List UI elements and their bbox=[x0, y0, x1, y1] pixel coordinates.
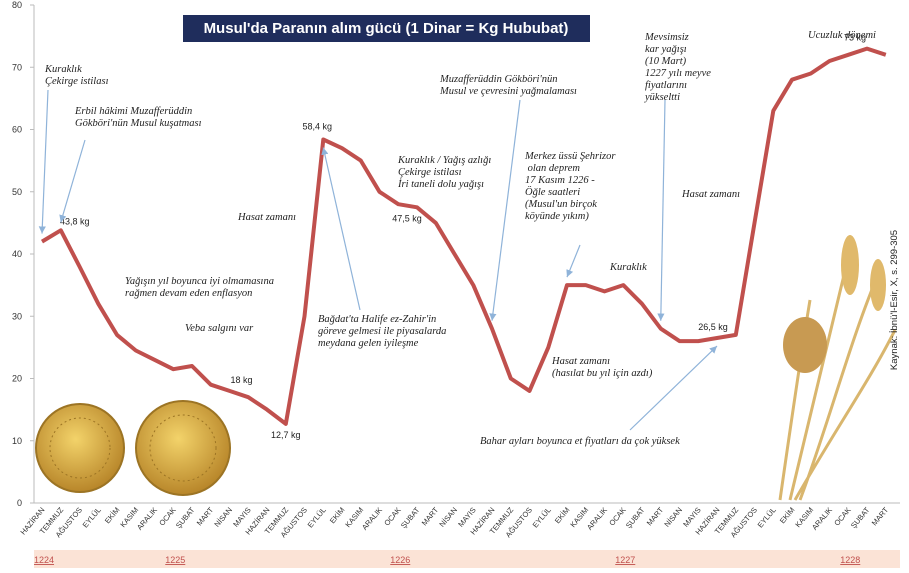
annotation-line: (10 Mart) bbox=[645, 56, 687, 67]
coin-image bbox=[36, 404, 124, 492]
y-tick-label: 80 bbox=[12, 0, 22, 10]
annotation-line: Kuraklık bbox=[44, 64, 82, 75]
chart-title: Musul'da Paranın alım gücü (1 Dinar = Kg… bbox=[204, 20, 569, 37]
annotation-line: 17 Kasım 1226 - bbox=[525, 175, 595, 186]
annotation: Kuraklık bbox=[609, 262, 647, 273]
annotation-line: Kuraklık / Yağış azlığı bbox=[397, 155, 491, 166]
annotation-line: (Musul'un birçok bbox=[525, 199, 597, 210]
annotation-line: yükseltti bbox=[644, 92, 680, 103]
data-label: 43,8 kg bbox=[60, 216, 90, 226]
annotation-line: Bağdat'ta Halife ez-Zahir'in bbox=[318, 314, 436, 325]
annotation-line: (hasılat bu yıl için azdı) bbox=[552, 368, 653, 379]
y-tick-label: 20 bbox=[12, 374, 22, 384]
year-band bbox=[34, 550, 900, 568]
y-tick-label: 0 bbox=[17, 498, 22, 508]
annotation-line: rağmen devam eden enflasyon bbox=[125, 288, 252, 299]
year-label: 1226 bbox=[390, 555, 410, 565]
annotation-line: kar yağışı bbox=[645, 44, 687, 55]
annotation-line: Hasat zamanı bbox=[681, 189, 740, 200]
data-label: 18 kg bbox=[230, 375, 252, 385]
annotation: Bahar ayları boyunca et fiyatları da çok… bbox=[480, 436, 680, 447]
annotation-line: Mevsimsiz bbox=[644, 32, 689, 43]
data-label: 26,5 kg bbox=[698, 322, 728, 332]
year-label: 1227 bbox=[615, 555, 635, 565]
annotation-line: fiyatlarını bbox=[645, 80, 687, 91]
source: Kaynak: İbnü'l-Esir, X, s. 299-305 bbox=[889, 230, 900, 370]
y-tick-label: 60 bbox=[12, 125, 22, 135]
annotation-line: Çekirge istilası bbox=[398, 167, 462, 178]
data-label: 12,7 kg bbox=[271, 430, 301, 440]
year-label: 1225 bbox=[165, 555, 185, 565]
annotation-line: Muzafferüddin Gökböri'nün bbox=[439, 74, 557, 85]
annotation-line: olan deprem bbox=[525, 163, 580, 174]
annotation-line: Kuraklık bbox=[609, 262, 647, 273]
annotation: Ucuzluk dönemi bbox=[808, 30, 876, 41]
annotation-line: Bahar ayları boyunca et fiyatları da çok… bbox=[480, 436, 680, 447]
annotation-line: Öğle saatleri bbox=[525, 186, 580, 198]
annotation-line: Erbil hâkimi Muzafferüddin bbox=[74, 106, 192, 117]
annotation-line: göreve gelmesi ile piyasalarda bbox=[318, 326, 446, 337]
annotation-line: Gökböri'nün Musul kuşatması bbox=[75, 118, 202, 129]
annotation-line: Hasat zamanı bbox=[551, 356, 610, 367]
annotation-line: Merkez üssü Şehrizor bbox=[524, 151, 616, 162]
data-label: 47,5 kg bbox=[392, 213, 422, 223]
year-label: 1224 bbox=[34, 555, 54, 565]
year-label: 1228 bbox=[840, 555, 860, 565]
annotation-line: meydana gelen iyileşme bbox=[318, 338, 419, 349]
annotation-line: İri taneli dolu yağışı bbox=[397, 178, 484, 190]
y-tick-label: 40 bbox=[12, 249, 22, 259]
annotation-line: Ucuzluk dönemi bbox=[808, 30, 876, 41]
data-label: 58,4 kg bbox=[302, 121, 332, 131]
page: Musul'da Paranın alım gücü (1 Dinar = Kg… bbox=[0, 0, 909, 573]
y-tick-label: 10 bbox=[12, 436, 22, 446]
y-tick-label: 70 bbox=[12, 62, 22, 72]
annotation-line: Veba salgını var bbox=[185, 323, 254, 334]
y-tick-label: 50 bbox=[12, 187, 22, 197]
y-tick-label: 30 bbox=[12, 311, 22, 321]
annotation: Veba salgını var bbox=[185, 323, 254, 334]
annotation-line: Hasat zamanı bbox=[237, 212, 296, 223]
annotation-line: köyünde yıkım) bbox=[525, 211, 589, 222]
annotation: Hasat zamanı bbox=[681, 189, 740, 200]
annotation-line: Musul ve çevresini yağmalaması bbox=[439, 86, 577, 97]
chart: Musul'da Paranın alım gücü (1 Dinar = Kg… bbox=[0, 0, 909, 573]
annotation-line: Çekirge istilası bbox=[45, 76, 109, 87]
annotation-line: 1227 yılı meyve bbox=[645, 68, 711, 79]
annotation-line: Yağışın yıl boyunca iyi olmamasına bbox=[125, 276, 274, 287]
annotation: Hasat zamanı bbox=[237, 212, 296, 223]
